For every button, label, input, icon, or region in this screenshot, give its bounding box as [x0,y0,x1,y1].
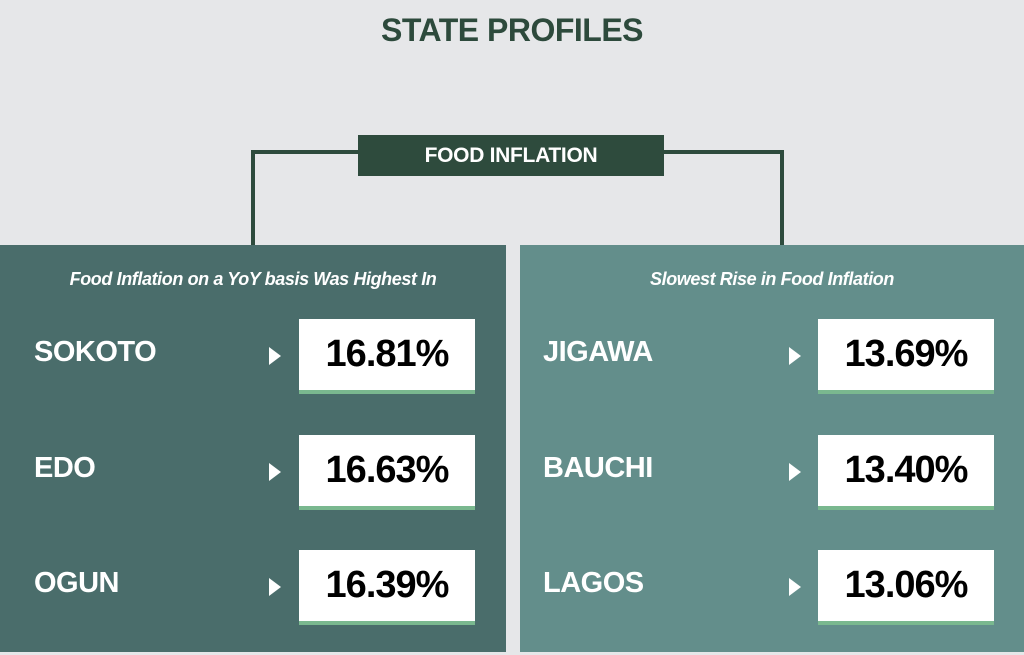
page-title: STATE PROFILES [380,12,644,48]
state-name: LAGOS [543,567,644,599]
triangle-right-icon [269,463,281,481]
panel-subtitle: Food Inflation on a YoY basis Was Highes… [69,269,437,289]
state-row: EDO 16.63% [0,435,506,510]
inflation-value: 16.81% [299,319,475,394]
highest-inflation-panel: Food Inflation on a YoY basis Was Highes… [0,245,506,652]
inflation-value: 13.40% [818,435,994,510]
food-inflation-header: FOOD INFLATION [358,135,664,176]
state-name: BAUCHI [543,452,653,484]
state-row: OGUN 16.39% [0,550,506,625]
triangle-right-icon [789,347,801,365]
inflation-value: 16.63% [299,435,475,510]
state-name: EDO [34,452,96,484]
slowest-inflation-panel: Slowest Rise in Food Inflation JIGAWA 13… [520,245,1024,652]
panel-subtitle: Slowest Rise in Food Inflation [649,269,894,289]
inflation-value: 13.69% [818,319,994,394]
state-row: BAUCHI 13.40% [520,435,1024,510]
inflation-value: 16.39% [299,550,475,625]
triangle-right-icon [789,463,801,481]
state-row: JIGAWA 13.69% [520,319,1024,394]
triangle-right-icon [269,347,281,365]
triangle-right-icon [789,578,801,596]
header-label: FOOD INFLATION [424,143,598,167]
triangle-right-icon [269,578,281,596]
state-row: SOKOTO 16.81% [0,319,506,394]
state-name: JIGAWA [543,336,653,368]
state-name: OGUN [34,567,120,599]
state-name: SOKOTO [34,336,157,368]
inflation-value: 13.06% [818,550,994,625]
state-row: LAGOS 13.06% [520,550,1024,625]
